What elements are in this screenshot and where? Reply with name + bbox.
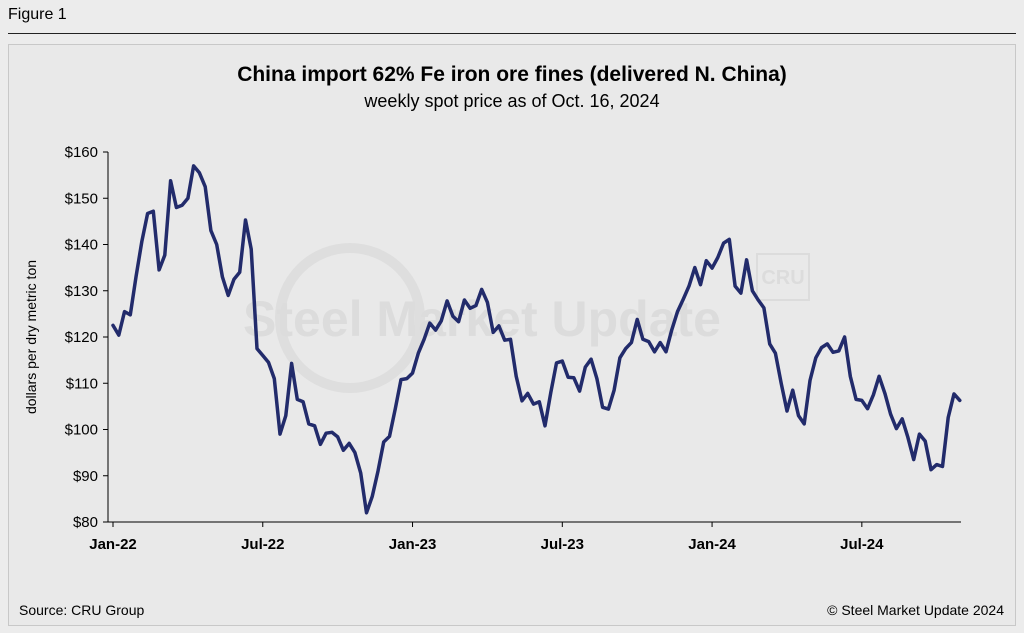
chart-frame bbox=[8, 44, 1016, 626]
watermark-logo-icon bbox=[275, 243, 425, 393]
y-tick-label: $110 bbox=[66, 375, 98, 392]
copyright-note: © Steel Market Update 2024 bbox=[827, 602, 1004, 618]
x-tick-label: Jul-22 bbox=[241, 536, 284, 553]
header-rule bbox=[8, 33, 1016, 34]
watermark: Steel Market Update CRU bbox=[243, 243, 810, 393]
x-tick-label: Jul-23 bbox=[541, 536, 584, 553]
series-group bbox=[111, 164, 962, 515]
chart-title: China import 62% Fe iron ore fines (deli… bbox=[237, 63, 787, 86]
price-series-line bbox=[111, 164, 962, 515]
watermark-badge: CRU bbox=[761, 267, 804, 289]
y-tick-label: $130 bbox=[65, 283, 98, 300]
y-tick-label: $80 bbox=[73, 514, 98, 531]
watermark-text: Steel Market Update bbox=[243, 291, 721, 347]
y-tick-label: $140 bbox=[65, 237, 98, 254]
figure-label: Figure 1 bbox=[8, 6, 67, 23]
watermark-badge-box bbox=[756, 253, 810, 301]
y-axis-label: dollars per dry metric ton bbox=[23, 259, 39, 415]
y-tick-label: $160 bbox=[65, 144, 98, 161]
y-axis-ticks: $80 $90 $100 $110 $120 $130 $140 $150 $160 bbox=[65, 144, 108, 531]
y-tick-label: $120 bbox=[65, 329, 98, 346]
x-axis-ticks: Jan-22 Jul-22 Jan-23 Jul-23 Jan-24 Jul-24 bbox=[89, 522, 884, 553]
x-tick-label: Jul-24 bbox=[840, 536, 884, 553]
y-tick-label: $90 bbox=[73, 468, 98, 485]
source-note: Source: CRU Group bbox=[19, 602, 145, 618]
chart-subtitle: weekly spot price as of Oct. 16, 2024 bbox=[364, 91, 660, 111]
x-tick-label: Jan-24 bbox=[688, 536, 736, 553]
y-tick-label: $150 bbox=[65, 190, 98, 207]
y-tick-label: $100 bbox=[65, 422, 98, 439]
x-tick-label: Jan-23 bbox=[389, 536, 437, 553]
x-tick-label: Jan-22 bbox=[89, 536, 137, 553]
